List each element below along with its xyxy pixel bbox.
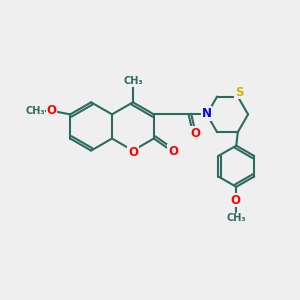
Text: O: O (191, 127, 201, 140)
Text: O: O (128, 146, 138, 159)
Text: CH₃: CH₃ (123, 76, 143, 86)
Text: O: O (168, 145, 178, 158)
Text: N: N (202, 107, 212, 120)
Text: O: O (231, 194, 241, 207)
Text: CH₃: CH₃ (226, 213, 246, 223)
Text: O: O (46, 104, 56, 117)
Text: S: S (235, 85, 244, 99)
Text: CH₃: CH₃ (26, 106, 45, 116)
